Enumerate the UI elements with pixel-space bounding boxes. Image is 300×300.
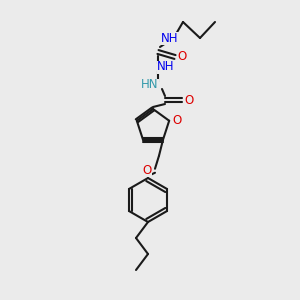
Text: O: O: [184, 94, 194, 106]
Text: O: O: [142, 164, 152, 177]
Text: O: O: [177, 50, 187, 64]
Text: NH: NH: [157, 61, 175, 74]
Text: HN: HN: [141, 79, 159, 92]
Text: NH: NH: [161, 32, 179, 44]
Text: O: O: [172, 114, 182, 127]
